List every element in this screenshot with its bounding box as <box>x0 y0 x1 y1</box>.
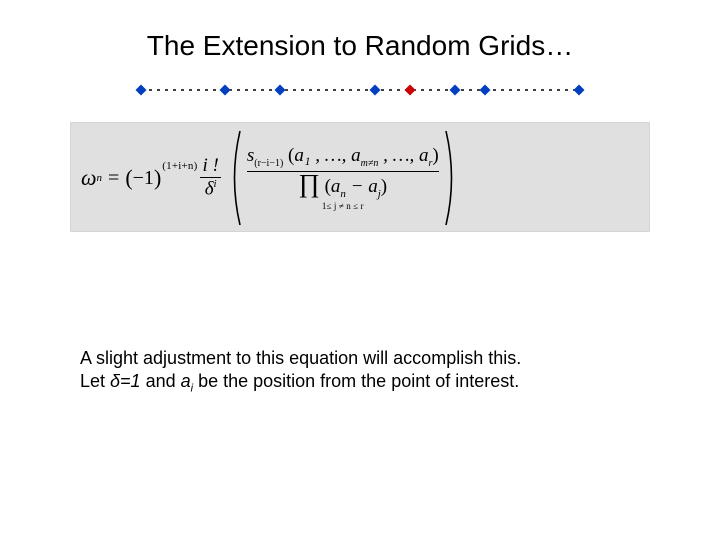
equals: = <box>108 167 119 190</box>
exp-1: (1+i+n) <box>162 160 197 172</box>
s-args-r: r <box>429 158 433 169</box>
prod-symbol: ∏ <box>298 169 319 198</box>
caption-line-2: Let δ=1 and ai be the position from the … <box>80 370 640 396</box>
s-args-2: , …, a <box>378 145 428 166</box>
aj-j: j <box>378 188 381 200</box>
prod-line: ∏ (an − aj) <box>298 174 387 200</box>
numerator-s: s(r−i−1) (a₁ , …, am≠n , …, ar) <box>247 145 439 169</box>
big-fraction: s(r−i−1) (a₁ , …, am≠n , …, ar) ∏ (an − … <box>243 129 443 227</box>
an-a: a <box>331 176 341 197</box>
big-paren: s(r−i−1) (a₁ , …, am≠n , …, ar) ∏ (an − … <box>227 129 459 227</box>
caption-2c: be the position from the point of intere… <box>193 371 519 391</box>
caption: A slight adjustment to this equation wil… <box>80 347 640 396</box>
neg1: −1 <box>133 167 154 190</box>
omega-sub: n <box>97 172 103 184</box>
dotline-svg <box>135 80 585 100</box>
minus-aj: − a <box>346 176 378 197</box>
s-args-1: a₁ , …, a <box>294 145 360 166</box>
caption-2b: and <box>141 371 181 391</box>
rparen-1: ) <box>154 165 161 191</box>
caption-delta: δ=1 <box>110 371 141 391</box>
delta: δ <box>205 179 214 200</box>
denominator-prod: ∏ (an − aj) 1≤ j ≠ n ≤ r <box>298 174 387 211</box>
omega: ω <box>81 165 97 191</box>
delta-exp: i <box>214 178 217 190</box>
s-args-mne: m≠n <box>361 158 379 169</box>
slide-title: The Extension to Random Grids… <box>0 30 720 62</box>
formula-box: ωn = (−1)(1+i+n) i ! δi s(r−i−1) (a₁ , …… <box>70 122 650 232</box>
prod-limits: 1≤ j ≠ n ≤ r <box>322 201 364 211</box>
formula: ωn = (−1)(1+i+n) i ! δi s(r−i−1) (a₁ , …… <box>81 129 639 227</box>
caption-2a: Let <box>80 371 110 391</box>
s-sub: (r−i−1) <box>254 158 283 169</box>
caption-ai: a <box>181 371 191 391</box>
lparen-1: ( <box>125 165 132 191</box>
slide: The Extension to Random Grids… ωn = (−1)… <box>0 0 720 540</box>
frac-num: i ! <box>200 156 220 176</box>
random-grid-line <box>135 80 585 100</box>
frac-den: δi <box>203 179 219 199</box>
frac-i-delta: i ! δi <box>200 156 220 199</box>
rparen-big-icon <box>443 129 459 227</box>
lparen-big-icon <box>227 129 243 227</box>
big-frac-bar <box>247 171 439 172</box>
caption-line-1: A slight adjustment to this equation wil… <box>80 347 640 370</box>
